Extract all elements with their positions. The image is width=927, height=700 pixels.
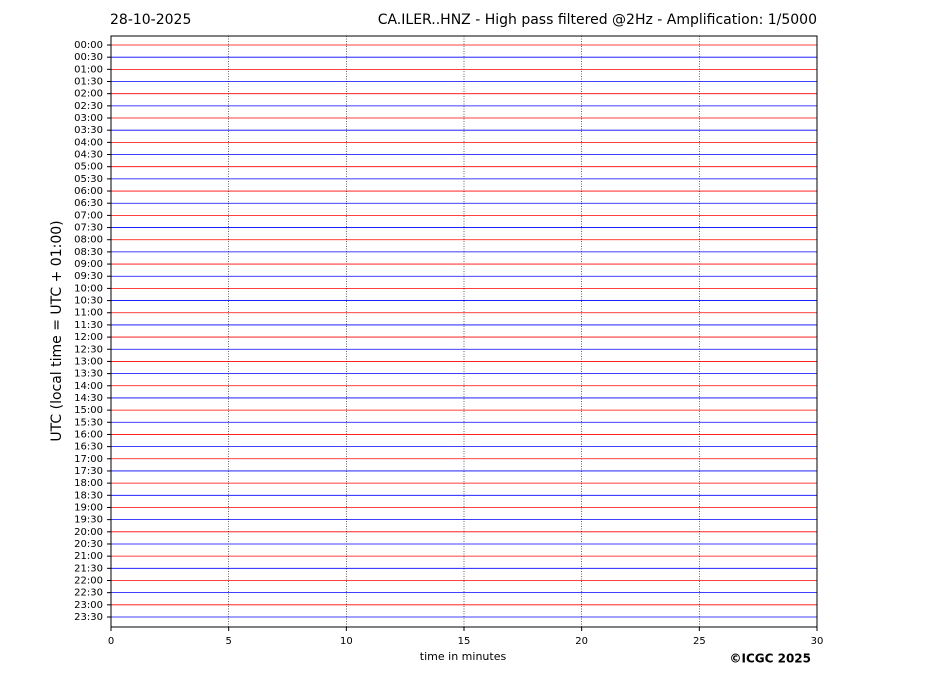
y-tick-label: 08:30 xyxy=(74,247,103,258)
y-tick-label: 03:00 xyxy=(74,113,103,124)
plot-frame xyxy=(110,35,818,628)
y-tick-label: 17:30 xyxy=(74,466,103,477)
chart-date: 28-10-2025 xyxy=(110,12,191,28)
y-tick-label: 01:00 xyxy=(74,64,103,75)
y-tick-label: 00:30 xyxy=(74,52,103,63)
y-tick-label: 22:00 xyxy=(74,575,103,586)
y-tick-label: 16:00 xyxy=(74,429,103,440)
y-tick-label: 14:00 xyxy=(74,381,103,392)
x-tick-label: 30 xyxy=(811,636,824,647)
y-tick-label: 04:00 xyxy=(74,137,103,148)
y-tick-label: 11:00 xyxy=(74,308,103,319)
y-tick-label: 13:30 xyxy=(74,369,103,380)
y-tick-label: 17:00 xyxy=(74,454,103,465)
y-tick-label: 15:30 xyxy=(74,417,103,428)
y-axis-label: UTC (local time = UTC + 01:00) xyxy=(49,220,65,441)
y-tick-label: 16:30 xyxy=(74,442,103,453)
y-tick-label: 05:30 xyxy=(74,174,103,185)
y-tick-label: 09:30 xyxy=(74,271,103,282)
y-tick-label: 18:30 xyxy=(74,490,103,501)
x-axis-label: time in minutes xyxy=(420,650,507,663)
y-tick-label: 14:30 xyxy=(74,393,103,404)
y-tick-label: 20:30 xyxy=(74,539,103,550)
y-tick-label: 03:30 xyxy=(74,125,103,136)
x-tick-label: 0 xyxy=(108,636,114,647)
x-tick-label: 15 xyxy=(458,636,471,647)
x-tick-label: 5 xyxy=(225,636,231,647)
x-tick-label: 10 xyxy=(340,636,353,647)
y-tick-label: 12:00 xyxy=(74,332,103,343)
y-tick-label: 21:00 xyxy=(74,551,103,562)
y-tick-label: 07:30 xyxy=(74,223,103,234)
y-tick-label: 08:00 xyxy=(74,235,103,246)
y-tick-label: 06:00 xyxy=(74,186,103,197)
y-tick-label: 06:30 xyxy=(74,198,103,209)
y-tick-label: 13:00 xyxy=(74,356,103,367)
y-tick-label: 11:30 xyxy=(74,320,103,331)
y-tick-label: 19:30 xyxy=(74,515,103,526)
y-tick-label: 12:30 xyxy=(74,344,103,355)
y-tick-label: 04:30 xyxy=(74,150,103,161)
x-tick-label: 25 xyxy=(693,636,706,647)
x-tick-label: 20 xyxy=(575,636,588,647)
y-tick-label: 02:00 xyxy=(74,89,103,100)
y-tick-label: 20:00 xyxy=(74,527,103,538)
y-tick-label: 01:30 xyxy=(74,77,103,88)
y-tick-label: 19:00 xyxy=(74,502,103,513)
y-tick-label: 10:30 xyxy=(74,296,103,307)
y-tick-label: 22:30 xyxy=(74,588,103,599)
y-tick-label: 23:30 xyxy=(74,612,103,623)
y-tick-label: 09:00 xyxy=(74,259,103,270)
credit: ©ICGC 2025 xyxy=(729,652,811,666)
y-tick-label: 05:00 xyxy=(74,162,103,173)
y-tick-label: 10:00 xyxy=(74,283,103,294)
y-tick-label: 00:00 xyxy=(74,40,103,51)
y-tick-label: 07:00 xyxy=(74,210,103,221)
y-tick-label: 02:30 xyxy=(74,101,103,112)
chart-title: CA.ILER..HNZ - High pass filtered @2Hz -… xyxy=(378,12,817,28)
y-tick-label: 15:00 xyxy=(74,405,103,416)
y-tick-label: 21:30 xyxy=(74,563,103,574)
y-tick-label: 18:00 xyxy=(74,478,103,489)
y-tick-label: 23:00 xyxy=(74,600,103,611)
